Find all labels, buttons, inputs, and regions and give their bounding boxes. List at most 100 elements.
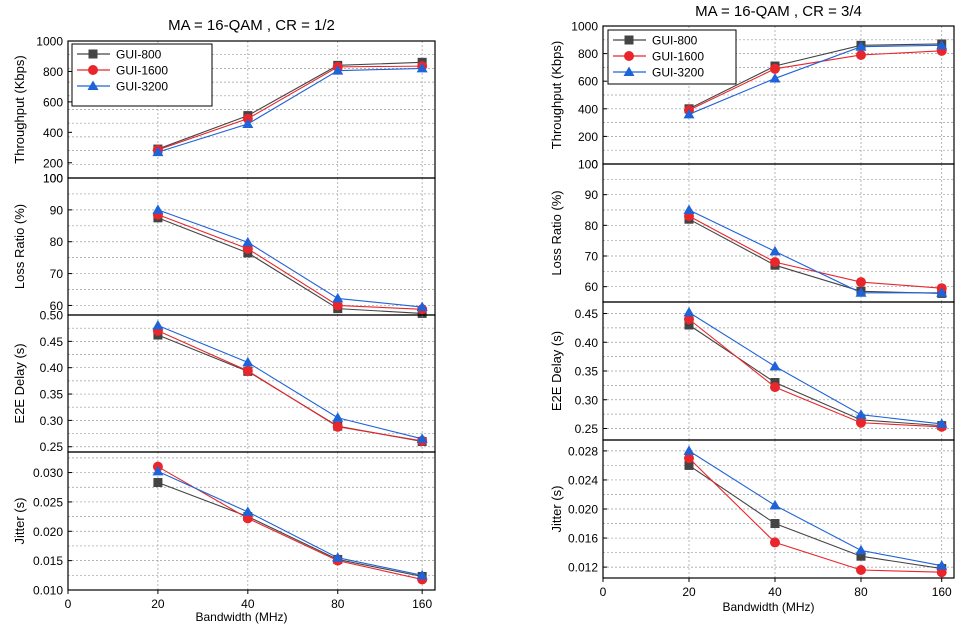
data-point (769, 360, 781, 371)
legend-entry: GUI-800 (613, 34, 698, 48)
y-tick-label: 70 (50, 267, 64, 281)
panel-3: 0.25 0.30 0.35 0.40 0.45 E2E Delay (s) (549, 301, 955, 441)
legend-marker (87, 80, 99, 90)
y-tick-label: 0.016 (568, 532, 598, 546)
chart-1: MA = 16-QAM , CR = 1/2100200400600800100… (12, 17, 436, 624)
y-axis-label: Loss Ratio (%) (12, 204, 27, 289)
x-axis-label: Bandwidth (MHz) (722, 600, 814, 614)
panel-3: 0.25 0.30 0.35 0.40 0.45 0.50 E2E Delay (s) (12, 309, 436, 454)
data-point (769, 72, 781, 83)
data-point (684, 460, 694, 470)
data-point (152, 465, 164, 476)
panel-1: 0 200 400 600 800 1000 Throughput (Kbps) (549, 20, 955, 172)
y-tick-label: 60 (585, 280, 599, 294)
series-gui-3200 (152, 320, 428, 443)
data-point (152, 204, 164, 214)
series-gui-1600 (152, 209, 428, 315)
y-tick-label: 0.35 (40, 388, 64, 402)
series-line (157, 65, 423, 151)
legend-marker (624, 35, 634, 45)
data-point (936, 287, 948, 297)
panel-1: 100 200 400 600 800 1000 Throughput (Kbps) (12, 35, 436, 186)
data-point (416, 569, 428, 580)
data-point (855, 287, 867, 297)
y-tick-label: 100 (578, 158, 598, 172)
x-axis-label: Bandwidth (MHz) (195, 610, 287, 624)
x-axis: 0 20 40 80 160 Bandwidth (MHz) (65, 590, 432, 624)
data-point (769, 382, 780, 393)
y-tick-label: 60 (50, 299, 64, 313)
data-point (242, 365, 253, 376)
legend-entry: GUI-3200 (77, 80, 168, 94)
series-gui-1600 (152, 325, 428, 446)
data-point (936, 418, 948, 428)
series-gui-1600 (152, 461, 428, 585)
data-point (770, 519, 780, 529)
panel-frame (67, 451, 436, 591)
y-axis-label: Loss Ratio (%) (549, 190, 564, 275)
series-gui-3200 (683, 445, 948, 570)
data-point (855, 409, 867, 419)
y-tick-label: 80 (585, 219, 599, 233)
y-axis-label: E2E Delay (s) (12, 343, 27, 423)
data-point (769, 257, 780, 268)
series-line (157, 325, 423, 440)
y-tick-label: 0.010 (33, 584, 63, 598)
legend-marker (624, 51, 634, 61)
y-tick-label: 0.25 (40, 440, 64, 454)
x-axis: 0 20 40 80 160 Bandwidth (MHz) (600, 578, 952, 614)
series-line (157, 209, 423, 308)
chart-title: MA = 16-QAM , CR = 3/4 (695, 3, 862, 20)
y-tick-label: 90 (585, 188, 599, 202)
data-point (416, 301, 428, 312)
legend-entry: GUI-1600 (613, 50, 704, 64)
series-line (688, 324, 942, 427)
data-point (683, 314, 694, 325)
series-line (157, 67, 423, 153)
y-tick-label: 1000 (571, 20, 598, 34)
y-tick-label: 800 (578, 47, 598, 61)
data-point (855, 277, 866, 288)
panel-2: 60 70 80 90 100 Loss Ratio (%) (12, 172, 436, 318)
chart-title: MA = 16-QAM , CR = 1/2 (168, 17, 335, 34)
legend-label: GUI-800 (652, 34, 698, 48)
series-gui-3200 (152, 204, 428, 312)
series-line (688, 457, 942, 573)
legend-label: GUI-1600 (116, 64, 168, 78)
legend-label: GUI-3200 (652, 66, 704, 80)
y-tick-label: 0.015 (33, 554, 63, 568)
series-gui-800 (684, 460, 947, 574)
series-gui-3200 (683, 204, 948, 297)
y-tick-label: 0.020 (33, 525, 63, 539)
y-tick-label: 0.30 (575, 393, 599, 407)
data-point (683, 306, 695, 317)
y-tick-label: 1000 (36, 35, 63, 49)
data-point (332, 300, 343, 311)
data-point (416, 433, 428, 443)
data-point (683, 204, 695, 214)
y-tick-label: 70 (585, 250, 599, 264)
data-point (855, 41, 867, 51)
y-tick-label: 200 (578, 130, 598, 144)
series-line (688, 44, 942, 115)
data-point (936, 567, 947, 578)
y-tick-label: 200 (43, 156, 63, 170)
data-point (936, 39, 948, 50)
series-gui-3200 (683, 39, 948, 119)
panel-frame (67, 314, 436, 453)
panel-4: 0.012 0.016 0.020 0.024 0.028 Jitter (s) (549, 439, 955, 579)
x-tick-label: 0 (600, 585, 607, 599)
data-point (683, 445, 695, 455)
series-line (157, 214, 423, 310)
data-point (855, 544, 867, 555)
legend-label: GUI-800 (116, 48, 162, 62)
y-tick-label: 100 (43, 172, 63, 186)
y-tick-label: 100 (43, 172, 63, 186)
series-line (688, 43, 942, 110)
data-point (242, 356, 254, 367)
legend-label: GUI-1600 (652, 50, 704, 64)
y-tick-label: 80 (50, 235, 64, 249)
legend-marker (88, 49, 98, 59)
y-tick-label: 0.030 (33, 466, 63, 480)
